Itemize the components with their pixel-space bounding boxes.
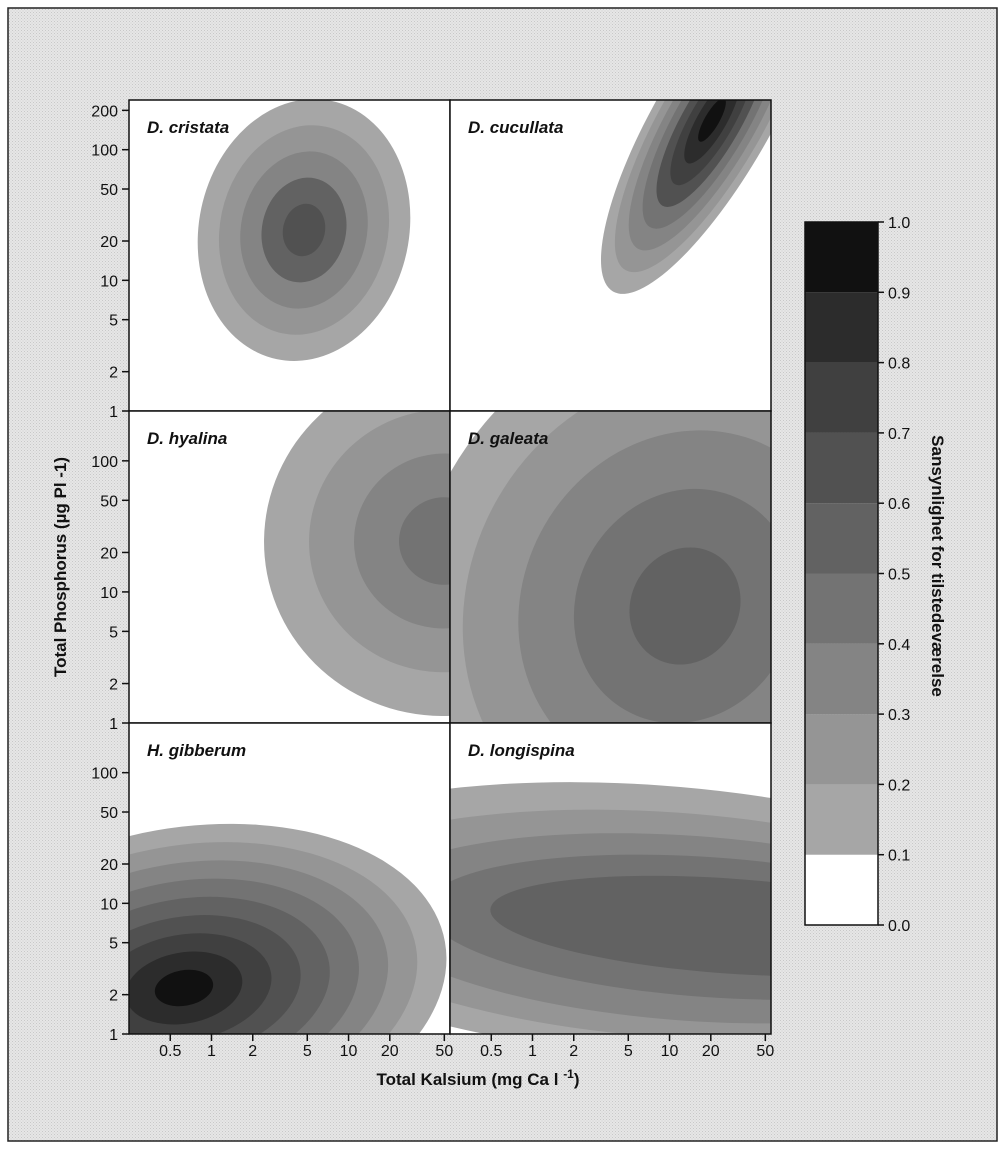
colorbar-segment bbox=[805, 714, 878, 785]
contour-level-band bbox=[154, 969, 214, 1007]
species-label: H. gibberum bbox=[147, 741, 246, 760]
species-label: D. longispina bbox=[468, 741, 575, 760]
colorbar-segment bbox=[805, 432, 878, 504]
colorbar-tick-label: 0.1 bbox=[888, 848, 910, 865]
panel-d-longispina bbox=[450, 723, 771, 1034]
colorbar-segment bbox=[805, 854, 878, 925]
y-tick-label: 200 bbox=[91, 103, 118, 120]
colorbar: 0.0 0.1 0.2 0.3 0.4 0.5 0.6 0.7 0.8 0.9 1.0 bbox=[804, 215, 910, 935]
y-tick-label: 1 bbox=[109, 1027, 118, 1044]
y-tick-label: 20 bbox=[100, 857, 118, 874]
contour-level-band bbox=[282, 203, 326, 257]
colorbar-tick-label: 0.8 bbox=[888, 356, 910, 373]
contour-level-band bbox=[629, 547, 741, 665]
colorbar-tick-label: 0.2 bbox=[888, 777, 910, 794]
x-tick-label: 10 bbox=[340, 1043, 358, 1060]
x-tick-label: 50 bbox=[435, 1043, 453, 1060]
y-tick-label: 1 bbox=[109, 716, 118, 733]
y-tick-label: 2 bbox=[109, 988, 118, 1005]
colorbar-tick-label: 0.7 bbox=[888, 426, 910, 443]
colorbar-segment bbox=[805, 784, 878, 855]
x-axis-label: Total Kalsium (mg Ca l -1) bbox=[376, 1067, 579, 1089]
contour-level-band bbox=[490, 875, 771, 977]
colorbar-tick-label: 0.0 bbox=[888, 918, 910, 935]
colorbar-segment bbox=[805, 362, 878, 433]
colorbar-segment bbox=[805, 222, 878, 293]
panel-d-cucullata bbox=[450, 100, 771, 411]
colorbar-tick-label: 0.9 bbox=[888, 285, 910, 302]
x-tick-label: 1 bbox=[207, 1043, 216, 1060]
y-tick-label: 10 bbox=[100, 896, 118, 913]
species-label: D. galeata bbox=[468, 429, 548, 448]
y-tick-label: 10 bbox=[100, 273, 118, 290]
y-tick-label: 50 bbox=[100, 182, 118, 199]
colorbar-tick-label: 0.6 bbox=[888, 496, 910, 513]
colorbar-segment bbox=[805, 292, 878, 363]
y-tick-label: 5 bbox=[109, 936, 118, 953]
y-tick-label: 5 bbox=[109, 624, 118, 641]
y-tick-label: 100 bbox=[91, 454, 118, 471]
x-tick-label: 20 bbox=[702, 1043, 720, 1060]
x-axis-label-sup: -1 bbox=[563, 1067, 574, 1081]
y-tick-label: 2 bbox=[109, 365, 118, 382]
species-label: D. cristata bbox=[147, 118, 229, 137]
x-tick-label: 10 bbox=[661, 1043, 679, 1060]
x-tick-label: 5 bbox=[303, 1043, 312, 1060]
y-tick-label: 1 bbox=[109, 404, 118, 421]
colorbar-label: Sansynlighet for tilstedeværelse bbox=[928, 435, 947, 697]
x-axis-label-close: ) bbox=[574, 1070, 580, 1089]
colorbar-segment bbox=[805, 503, 878, 574]
x-tick-label: 1 bbox=[528, 1043, 537, 1060]
y-tick-label: 100 bbox=[91, 143, 118, 160]
colorbar-segment bbox=[805, 643, 878, 715]
y-axis-label: Total Phosphorus (µg Pl -1) bbox=[51, 457, 70, 677]
species-label: D. cucullata bbox=[468, 118, 563, 137]
panel-d-galeata bbox=[450, 411, 771, 723]
y-tick-label: 50 bbox=[100, 805, 118, 822]
panel-border bbox=[449, 722, 772, 1035]
y-tick-label: 5 bbox=[109, 313, 118, 330]
y-tick-label: 20 bbox=[100, 545, 118, 562]
colorbar-segment bbox=[805, 573, 878, 644]
y-tick-label: 20 bbox=[100, 234, 118, 251]
x-tick-label: 0.5 bbox=[159, 1043, 181, 1060]
y-tick-label: 10 bbox=[100, 585, 118, 602]
colorbar-tick-label: 0.3 bbox=[888, 707, 910, 724]
colorbar-tick-label: 0.5 bbox=[888, 567, 910, 584]
axes-layer: 1 2 5 10 20 50 100 200 1 2 5 10 20 50 100 1 2 5 10 20 50 100 0… bbox=[91, 103, 774, 1060]
colorbar-tick-label: 0.4 bbox=[888, 637, 910, 654]
species-label: D. hyalina bbox=[147, 429, 227, 448]
x-axis-label-main: Total Kalsium (mg Ca l bbox=[376, 1070, 563, 1089]
y-tick-label: 100 bbox=[91, 766, 118, 783]
x-tick-label: 5 bbox=[624, 1043, 633, 1060]
x-tick-label: 50 bbox=[756, 1043, 774, 1060]
x-tick-label: 20 bbox=[381, 1043, 399, 1060]
colorbar-tick-label: 1.0 bbox=[888, 215, 910, 232]
x-tick-label: 2 bbox=[569, 1043, 578, 1060]
contour-level-band bbox=[698, 100, 726, 142]
contour-level-band bbox=[399, 497, 450, 585]
x-tick-label: 0.5 bbox=[480, 1043, 502, 1060]
panel-d-cristata bbox=[129, 100, 450, 411]
panel-d-hyalina bbox=[129, 411, 450, 723]
y-tick-label: 50 bbox=[100, 493, 118, 510]
panel-h-gibberum bbox=[129, 723, 450, 1034]
x-tick-label: 2 bbox=[248, 1043, 257, 1060]
y-tick-label: 2 bbox=[109, 677, 118, 694]
